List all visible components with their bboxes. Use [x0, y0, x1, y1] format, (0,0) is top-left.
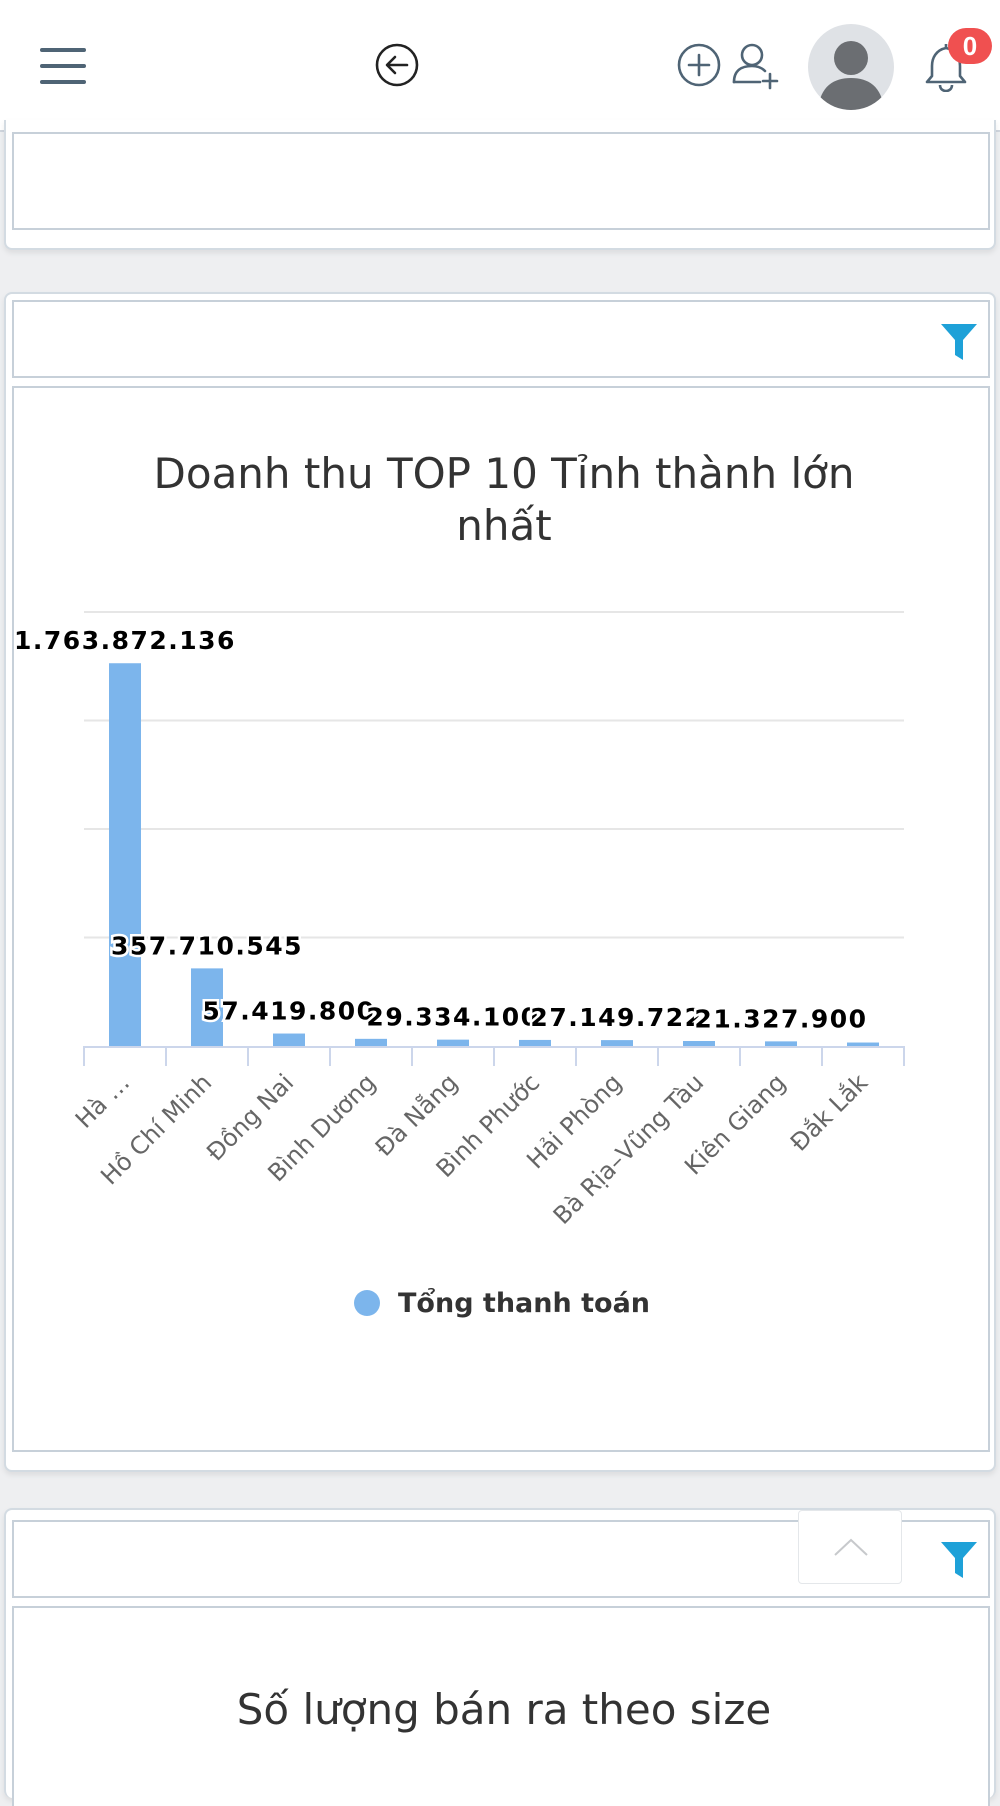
size-chart-box: Số lượng bán ra theo size: [12, 1606, 990, 1806]
avatar[interactable]: [808, 24, 894, 110]
user-add-icon[interactable]: [732, 40, 780, 90]
province-revenue-card: Doanh thu TOP 10 Tỉnh thành lớn nhất: [4, 292, 996, 1472]
notification-badge: 0: [948, 28, 992, 64]
user-silhouette-icon: [818, 41, 884, 110]
scroll-top-button[interactable]: [798, 1510, 902, 1584]
menu-icon[interactable]: [40, 48, 86, 84]
add-circle-icon[interactable]: [676, 42, 722, 88]
chart-title-line-2: nhất: [456, 501, 552, 550]
chart-title: Doanh thu TOP 10 Tỉnh thành lớn nhất: [114, 448, 894, 552]
previous-card: [4, 120, 996, 250]
province-filter-bar: [12, 300, 990, 378]
back-arrow-icon[interactable]: [374, 42, 420, 88]
province-chart-box: Doanh thu TOP 10 Tỉnh thành lớn nhất: [12, 386, 990, 1452]
chevron-up-icon: [834, 1538, 868, 1556]
size-sales-card: Số lượng bán ra theo size: [4, 1508, 996, 1806]
size-chart-title: Số lượng bán ra theo size: [236, 1685, 772, 1734]
previous-card-chart-box: [12, 132, 990, 230]
filter-icon[interactable]: [940, 1540, 978, 1580]
top-header: 0: [0, 0, 1000, 132]
filter-icon[interactable]: [940, 322, 978, 362]
chart-title-line-1: Doanh thu TOP 10 Tỉnh thành lớn: [153, 449, 855, 498]
